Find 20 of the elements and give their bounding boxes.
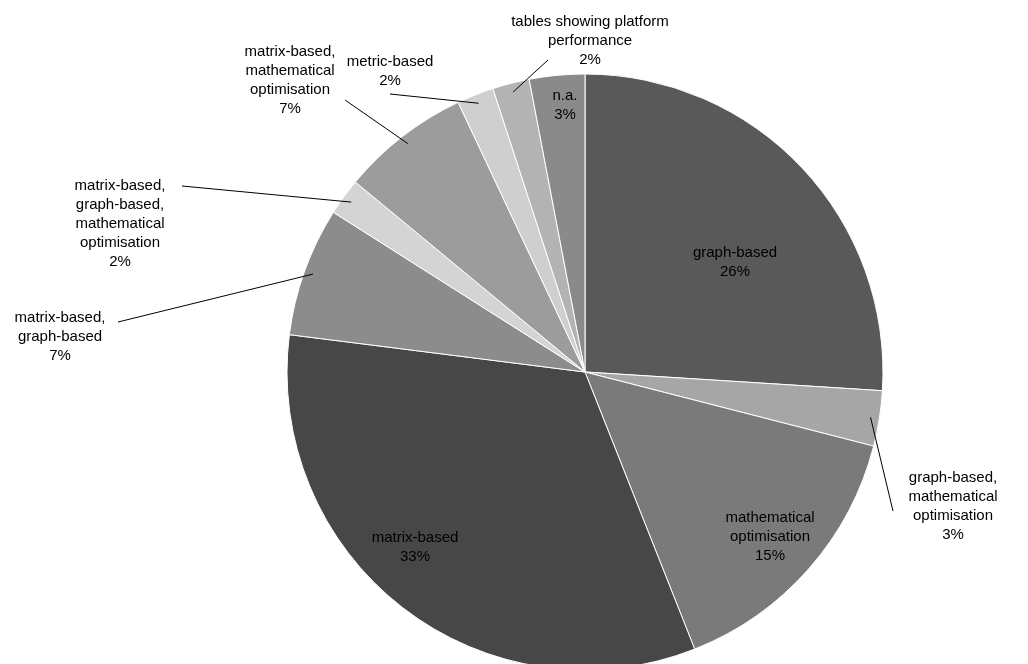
data-label: 7% bbox=[49, 345, 71, 363]
data-label: 7% bbox=[279, 98, 301, 116]
slice-label: graph-based bbox=[692, 242, 778, 260]
slice-label: matrix-based, mathematical optimisation bbox=[244, 41, 336, 97]
data-label: 33% bbox=[399, 546, 431, 564]
slice-label: matrix-based, graph-based bbox=[14, 307, 106, 344]
slice-label: matrix-based, graph-based, mathematical optimisation bbox=[74, 175, 166, 250]
data-label: 3% bbox=[942, 524, 964, 542]
slice-label: tables showing platform performance bbox=[511, 11, 669, 48]
data-label: 15% bbox=[754, 545, 786, 563]
data-label: 2% bbox=[109, 251, 131, 269]
data-label: 26% bbox=[719, 261, 751, 279]
data-label: 3% bbox=[554, 104, 576, 122]
slice-label: graph-based, mathematical optimisation bbox=[908, 467, 998, 523]
slice-label: metric-based bbox=[346, 51, 434, 69]
slice-label: matrix-based bbox=[371, 527, 459, 545]
data-label: 2% bbox=[379, 70, 401, 88]
data-label: 2% bbox=[579, 49, 601, 67]
slice-label: mathematical optimisation bbox=[725, 507, 815, 544]
slice-label: n.a. bbox=[552, 85, 578, 103]
